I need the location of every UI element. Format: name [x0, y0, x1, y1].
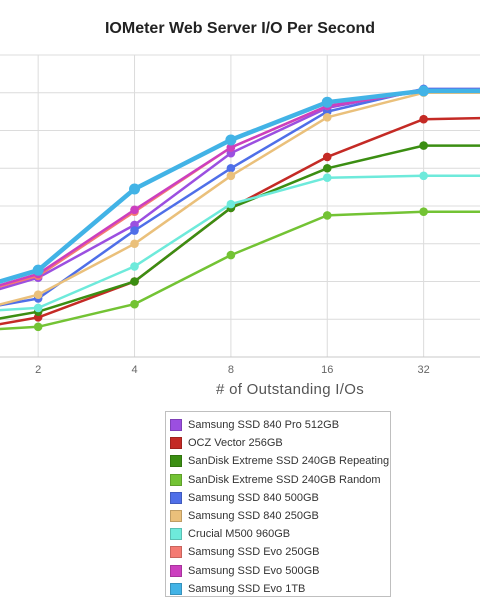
legend-entry: Crucial M500 960GB: [170, 525, 390, 543]
x-axis: 2 4 8 16 32: [0, 356, 480, 376]
data-point-ocz-vector-256gb-4: [322, 152, 332, 162]
data-point-samsung-ssd-evo-1tb-1: [32, 264, 44, 276]
legend-entry: Samsung SSD Evo 250GB: [170, 543, 390, 561]
legend-label: Samsung SSD 840 Pro 512GB: [188, 419, 340, 432]
data-point-samsung-ssd-840-250gb-4: [322, 112, 332, 122]
legend-entry: Samsung SSD Evo 1TB: [170, 580, 390, 598]
legend-swatch: [170, 455, 182, 468]
data-point-samsung-ssd-evo-1tb-5: [418, 85, 430, 97]
legend-label: Samsung SSD Evo 500GB: [188, 564, 320, 577]
series-line-crucial-m500-960gb: [0, 174, 480, 312]
legend: Samsung SSD 840 Pro 512GB OCZ Vector 256G…: [165, 411, 391, 597]
legend-label: Samsung SSD Evo 250GB: [188, 546, 320, 559]
legend-swatch: [170, 582, 182, 595]
data-point-sandisk-extreme-ssd-240gb-repeating-2: [130, 277, 139, 286]
data-point-samsung-ssd-840-250gb-3: [226, 171, 236, 181]
data-point-samsung-ssd-840-250gb-1: [33, 290, 43, 300]
series-samsung-ssd-evo-1tb: [0, 85, 480, 284]
data-point-sandisk-extreme-ssd-240gb-random-1: [33, 322, 43, 332]
series-crucial-m500-960gb: [0, 171, 480, 313]
series-line-samsung-ssd-evo-1tb: [0, 88, 480, 284]
legend-entry: OCZ Vector 256GB: [170, 434, 390, 452]
legend-entry: SanDisk Extreme SSD 240GB Repeating: [170, 452, 390, 470]
chart-title: IOMeter Web Server I/O Per Second: [104, 20, 376, 37]
data-point-sandisk-extreme-ssd-240gb-random-2: [130, 299, 139, 309]
data-point-samsung-ssd-evo-500gb-3: [226, 143, 236, 152]
data-point-samsung-ssd-840-500gb-2: [130, 226, 139, 235]
x-tick-label-2: 8: [228, 364, 234, 376]
series-group: [0, 84, 480, 332]
data-point-samsung-ssd-evo-500gb-2: [130, 205, 139, 215]
legend-swatch: [170, 491, 182, 504]
data-point-crucial-m500-960gb-3: [226, 199, 236, 209]
legend-label: SanDisk Extreme SSD 240GB Repeating: [188, 455, 390, 468]
legend-label: OCZ Vector 256GB: [188, 437, 283, 450]
plot-area: 2 4 8 16 32: [0, 54, 480, 376]
legend-swatch: [170, 419, 182, 432]
x-tick-label-3: 16: [321, 364, 333, 376]
data-point-ocz-vector-256gb-5: [419, 114, 428, 124]
series-line-sandisk-extreme-ssd-240gb-repeating: [0, 144, 480, 320]
grid: [0, 54, 480, 357]
x-tick-label-1: 4: [131, 364, 137, 376]
data-point-sandisk-extreme-ssd-240gb-random-5: [419, 207, 428, 216]
legend-entry: Samsung SSD 840 500GB: [170, 489, 390, 507]
data-point-sandisk-extreme-ssd-240gb-random-4: [322, 211, 332, 220]
data-point-samsung-ssd-840-500gb-3: [226, 163, 236, 173]
legend-swatch: [170, 564, 182, 577]
legend-swatch: [170, 546, 182, 559]
legend-swatch: [170, 473, 182, 486]
series-sandisk-extreme-ssd-240gb-random: [0, 207, 480, 332]
data-point-samsung-ssd-evo-1tb-4: [321, 96, 333, 108]
series-line-sandisk-extreme-ssd-240gb-random: [0, 210, 480, 331]
data-point-crucial-m500-960gb-1: [33, 303, 43, 313]
legend-label: Samsung SSD Evo 1TB: [188, 582, 306, 595]
series-line-samsung-ssd-evo-500gb: [0, 88, 480, 287]
x-tick-label-4: 32: [418, 364, 430, 376]
series-ocz-vector-256gb: [0, 114, 480, 326]
data-point-samsung-ssd-840-250gb-2: [130, 239, 139, 249]
legend-entry: SanDisk Extreme SSD 240GB Random: [170, 471, 390, 489]
data-point-sandisk-extreme-ssd-240gb-repeating-4: [322, 163, 332, 173]
series-line-samsung-ssd-evo-250gb: [0, 89, 480, 288]
legend-swatch: [170, 437, 182, 450]
legend-entry: Samsung SSD Evo 500GB: [170, 562, 390, 580]
legend-swatch: [170, 528, 182, 541]
legend-swatch: [170, 510, 182, 523]
legend-entry: Samsung SSD 840 Pro 512GB: [170, 416, 390, 434]
legend-label: Samsung SSD 840 500GB: [188, 491, 319, 504]
x-axis-label: # of Outstanding I/Os: [215, 381, 365, 398]
legend-label: Crucial M500 960GB: [188, 528, 291, 541]
data-point-sandisk-extreme-ssd-240gb-random-3: [226, 250, 236, 260]
data-point-samsung-ssd-evo-1tb-2: [129, 183, 141, 195]
data-point-crucial-m500-960gb-2: [130, 262, 139, 271]
legend-label: SanDisk Extreme SSD 240GB Random: [188, 473, 381, 486]
data-point-crucial-m500-960gb-5: [419, 171, 428, 181]
x-tick-label-0: 2: [35, 364, 41, 376]
legend-label: Samsung SSD 840 250GB: [188, 510, 319, 523]
data-point-samsung-ssd-evo-1tb-3: [225, 134, 237, 146]
legend-entry: Samsung SSD 840 250GB: [170, 507, 390, 525]
data-point-crucial-m500-960gb-4: [322, 173, 332, 182]
data-point-sandisk-extreme-ssd-240gb-repeating-5: [419, 141, 428, 150]
